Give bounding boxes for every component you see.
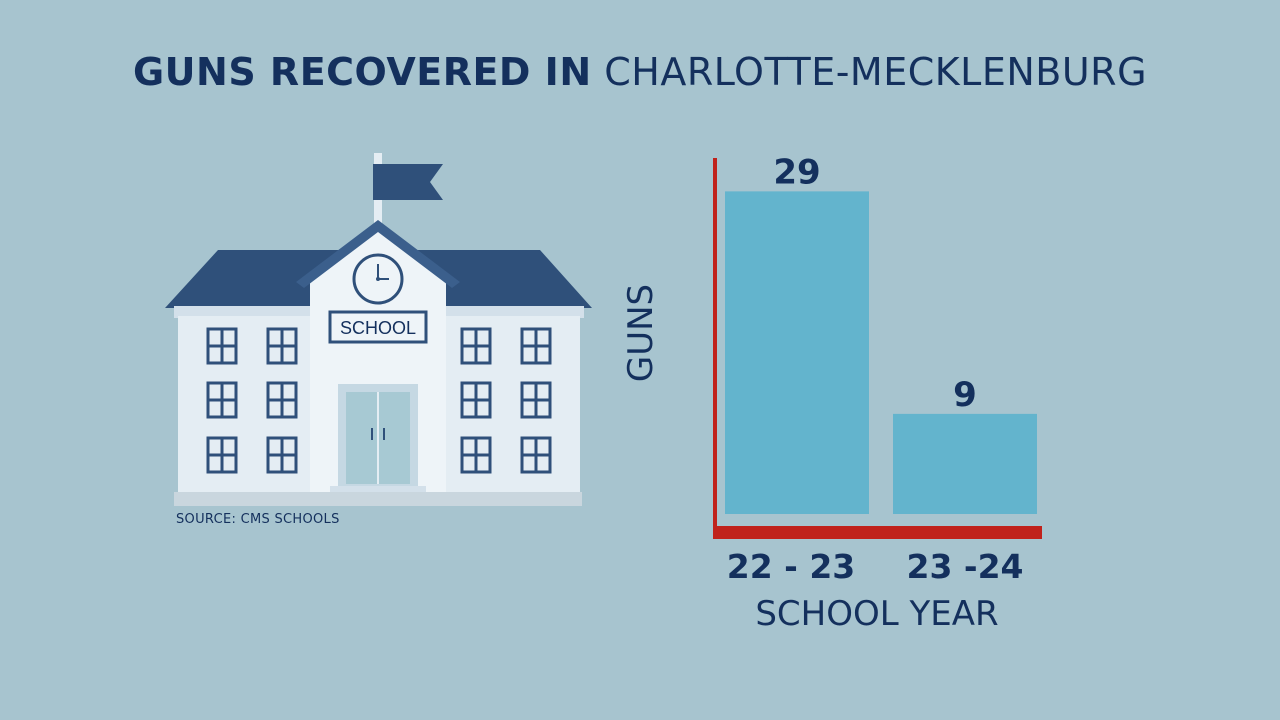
- ground: [174, 492, 582, 506]
- x-axis-line: [713, 526, 1042, 539]
- bar-1: [725, 191, 869, 514]
- windows: [206, 327, 552, 474]
- title-bold: GUNS RECOVERED IN: [132, 50, 592, 94]
- bar-2: [893, 413, 1037, 514]
- x-tick-label-2: 23 -24: [906, 547, 1023, 586]
- data-label-1: 29: [773, 152, 820, 192]
- data-label-2: 9: [953, 375, 977, 415]
- tower-gable: [296, 220, 460, 288]
- x-tick-label-1: 22 - 23: [727, 547, 856, 586]
- chart-title: GUNS RECOVERED IN CHARLOTTE-MECKLENBURG: [0, 50, 1280, 94]
- source-note: SOURCE: CMS SCHOOLS: [176, 512, 340, 527]
- school-sign-text: SCHOOL: [340, 318, 416, 338]
- y-axis-label: GUNS: [621, 284, 661, 382]
- flag: [373, 164, 443, 200]
- x-axis-label: SCHOOL YEAR: [755, 594, 998, 634]
- school-sign: [328, 310, 428, 344]
- title-light: CHARLOTTE-MECKLENBURG: [604, 50, 1148, 94]
